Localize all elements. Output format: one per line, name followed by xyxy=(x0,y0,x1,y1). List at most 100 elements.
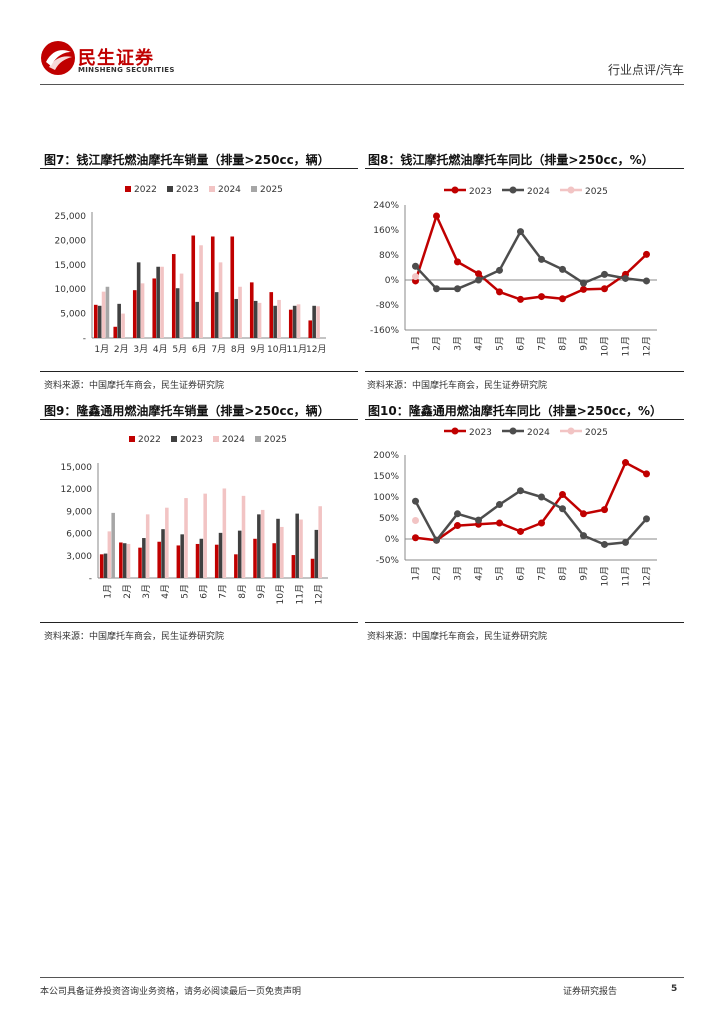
fig10-point-2024-11 xyxy=(622,538,629,546)
fig9-x-tick-label: 2月 xyxy=(122,584,133,599)
fig8-y-tick-label: 240% xyxy=(373,201,399,211)
fig9-bar-2022-4 xyxy=(157,541,161,578)
fig7-legend-label-2025: 2025 xyxy=(260,185,283,195)
fig8-x-tick-label: 7月 xyxy=(537,336,548,351)
fig7-y-tick-label: 25,000 xyxy=(55,212,87,222)
fig9-y-tick-label: - xyxy=(89,574,92,584)
fig8-legend-label-2025: 2025 xyxy=(585,187,608,197)
fig8-y-tick-label: 80% xyxy=(379,251,399,261)
fig8-point-2023-4 xyxy=(475,270,482,278)
fig10-point-2023-11 xyxy=(622,459,629,467)
brand-logo-icon xyxy=(41,41,75,75)
fig9-legend-label-2024: 2024 xyxy=(222,435,245,445)
fig9-legend-swatch-2025 xyxy=(255,436,261,442)
fig7-y-tick-label: - xyxy=(83,334,86,344)
fig9-bar-2023-5 xyxy=(180,534,184,578)
fig7-bar-2022-1 xyxy=(93,304,98,338)
fig8-point-2023-2 xyxy=(433,212,440,220)
fig7-bar-2024-11 xyxy=(296,304,301,338)
fig7-bar-2023-2 xyxy=(117,303,121,338)
fig10-title: 图10：隆鑫通用燃油摩托车同比（排量>250cc，%） xyxy=(368,404,663,418)
fig10-point-2024-5 xyxy=(496,501,503,509)
fig8-point-2024-5 xyxy=(496,266,503,274)
fig10-point-2023-12 xyxy=(643,470,650,478)
fig7-bar-2022-10 xyxy=(269,292,274,338)
fig10-x-tick-label: 5月 xyxy=(495,566,506,581)
fig10-y-tick-label: 150% xyxy=(373,472,399,482)
fig10-source: 资料来源：中国摩托车商会，民生证券研究院 xyxy=(367,632,548,642)
fig8-point-2024-12 xyxy=(643,277,650,285)
fig7-bar-2023-3 xyxy=(136,262,141,338)
fig9-bar-2023-11 xyxy=(295,513,299,578)
fig9-bar-2024-6 xyxy=(203,493,207,578)
fig9-bar-2024-3 xyxy=(145,514,150,578)
fig8-x-tick-label: 2月 xyxy=(432,336,443,351)
fig7-legend-label-2023: 2023 xyxy=(176,185,199,195)
fig9-bar-2022-10 xyxy=(272,543,276,578)
fig9-source-divider xyxy=(40,622,358,623)
fig7-bar-2024-9 xyxy=(257,302,262,338)
fig7-x-tick-label: 3月 xyxy=(133,344,148,355)
fig7-bar-2022-12 xyxy=(308,320,313,338)
fig9-bar-2023-8 xyxy=(237,530,242,578)
fig7-bar-2024-6 xyxy=(199,245,203,338)
fig7-bar-2023-8 xyxy=(234,298,238,338)
fig8-legend-marker-2025 xyxy=(567,186,575,194)
fig8-legend-label-2024: 2024 xyxy=(527,187,550,197)
fig8-point-2024-6 xyxy=(517,228,524,236)
fig7-legend-swatch-2022 xyxy=(125,186,131,192)
fig7-source: 资料来源：中国摩托车商会，民生证券研究院 xyxy=(44,381,225,391)
fig9-bar-2024-7 xyxy=(222,488,227,578)
fig9-bar-2024-2 xyxy=(126,543,131,578)
fig10-x-tick-label: 11月 xyxy=(621,566,632,586)
fig8-legend-label-2023: 2023 xyxy=(469,187,492,197)
fig7-legend-swatch-2025 xyxy=(251,186,257,192)
fig9-bar-2024-9 xyxy=(260,509,265,578)
fig10-x-tick-label: 6月 xyxy=(516,566,527,581)
footer-report-type: 证券研究报告 xyxy=(563,987,618,997)
fig9-bar-2022-7 xyxy=(214,544,219,578)
fig9-y-tick-label: 6,000 xyxy=(66,530,92,540)
fig8-title: 图8：钱江摩托燃油摩托车同比（排量>250cc，%） xyxy=(368,153,654,167)
fig8-x-tick-label: 5月 xyxy=(495,336,506,351)
fig8-point-2024-10 xyxy=(601,270,608,278)
fig10-point-2024-9 xyxy=(580,532,587,540)
fig8-point-2024-4 xyxy=(475,276,482,284)
fig10-y-tick-label: -50% xyxy=(376,556,400,566)
fig10-point-2025-1 xyxy=(412,517,419,525)
fig9-x-tick-label: 5月 xyxy=(179,584,190,599)
fig8-point-2023-3 xyxy=(454,258,461,266)
fig9-x-tick-label: 1月 xyxy=(103,584,114,599)
fig7-x-tick-label: 11月 xyxy=(287,344,307,355)
fig10-legend-label-2024: 2024 xyxy=(527,428,550,438)
fig7-bar-2024-2 xyxy=(121,313,125,338)
fig10-point-2024-7 xyxy=(538,493,545,501)
fig10-y-tick-label: 100% xyxy=(373,493,399,503)
fig7-bar-2024-12 xyxy=(316,306,320,338)
fig8-y-tick-label: -160% xyxy=(370,326,399,336)
fig7-bar-2022-3 xyxy=(132,290,137,338)
fig10-point-2024-10 xyxy=(601,540,608,548)
fig7-x-tick-label: 4月 xyxy=(153,344,168,355)
fig10-series-line-2024 xyxy=(414,489,648,546)
fig10-point-2024-4 xyxy=(475,516,482,524)
fig10-title-divider xyxy=(365,419,684,420)
fig9-bar-2022-6 xyxy=(195,543,200,578)
fig7-bar-2024-8 xyxy=(238,286,242,338)
fig9-x-tick-label: 4月 xyxy=(160,584,171,599)
fig10-x-tick-label: 12月 xyxy=(642,566,653,586)
fig7-y-tick-label: 10,000 xyxy=(55,285,87,295)
fig10-legend-label-2025: 2025 xyxy=(585,428,608,438)
fig7-legend-swatch-2023 xyxy=(167,186,173,192)
fig8-y-tick-label: 160% xyxy=(373,226,399,236)
fig10-x-tick-label: 8月 xyxy=(558,566,569,581)
fig10-point-2023-10 xyxy=(601,506,608,514)
fig10-point-2024-6 xyxy=(517,487,524,495)
fig7-x-tick-label: 10月 xyxy=(267,344,287,355)
report-category: 行业点评/汽车 xyxy=(607,63,684,77)
fig9-bar-2024-5 xyxy=(184,498,188,578)
fig10-legend-marker-2025 xyxy=(567,427,575,435)
fig9-x-tick-label: 3月 xyxy=(141,584,152,599)
fig9-bar-2022-9 xyxy=(253,538,257,578)
fig9-bar-2024-12 xyxy=(318,506,322,578)
